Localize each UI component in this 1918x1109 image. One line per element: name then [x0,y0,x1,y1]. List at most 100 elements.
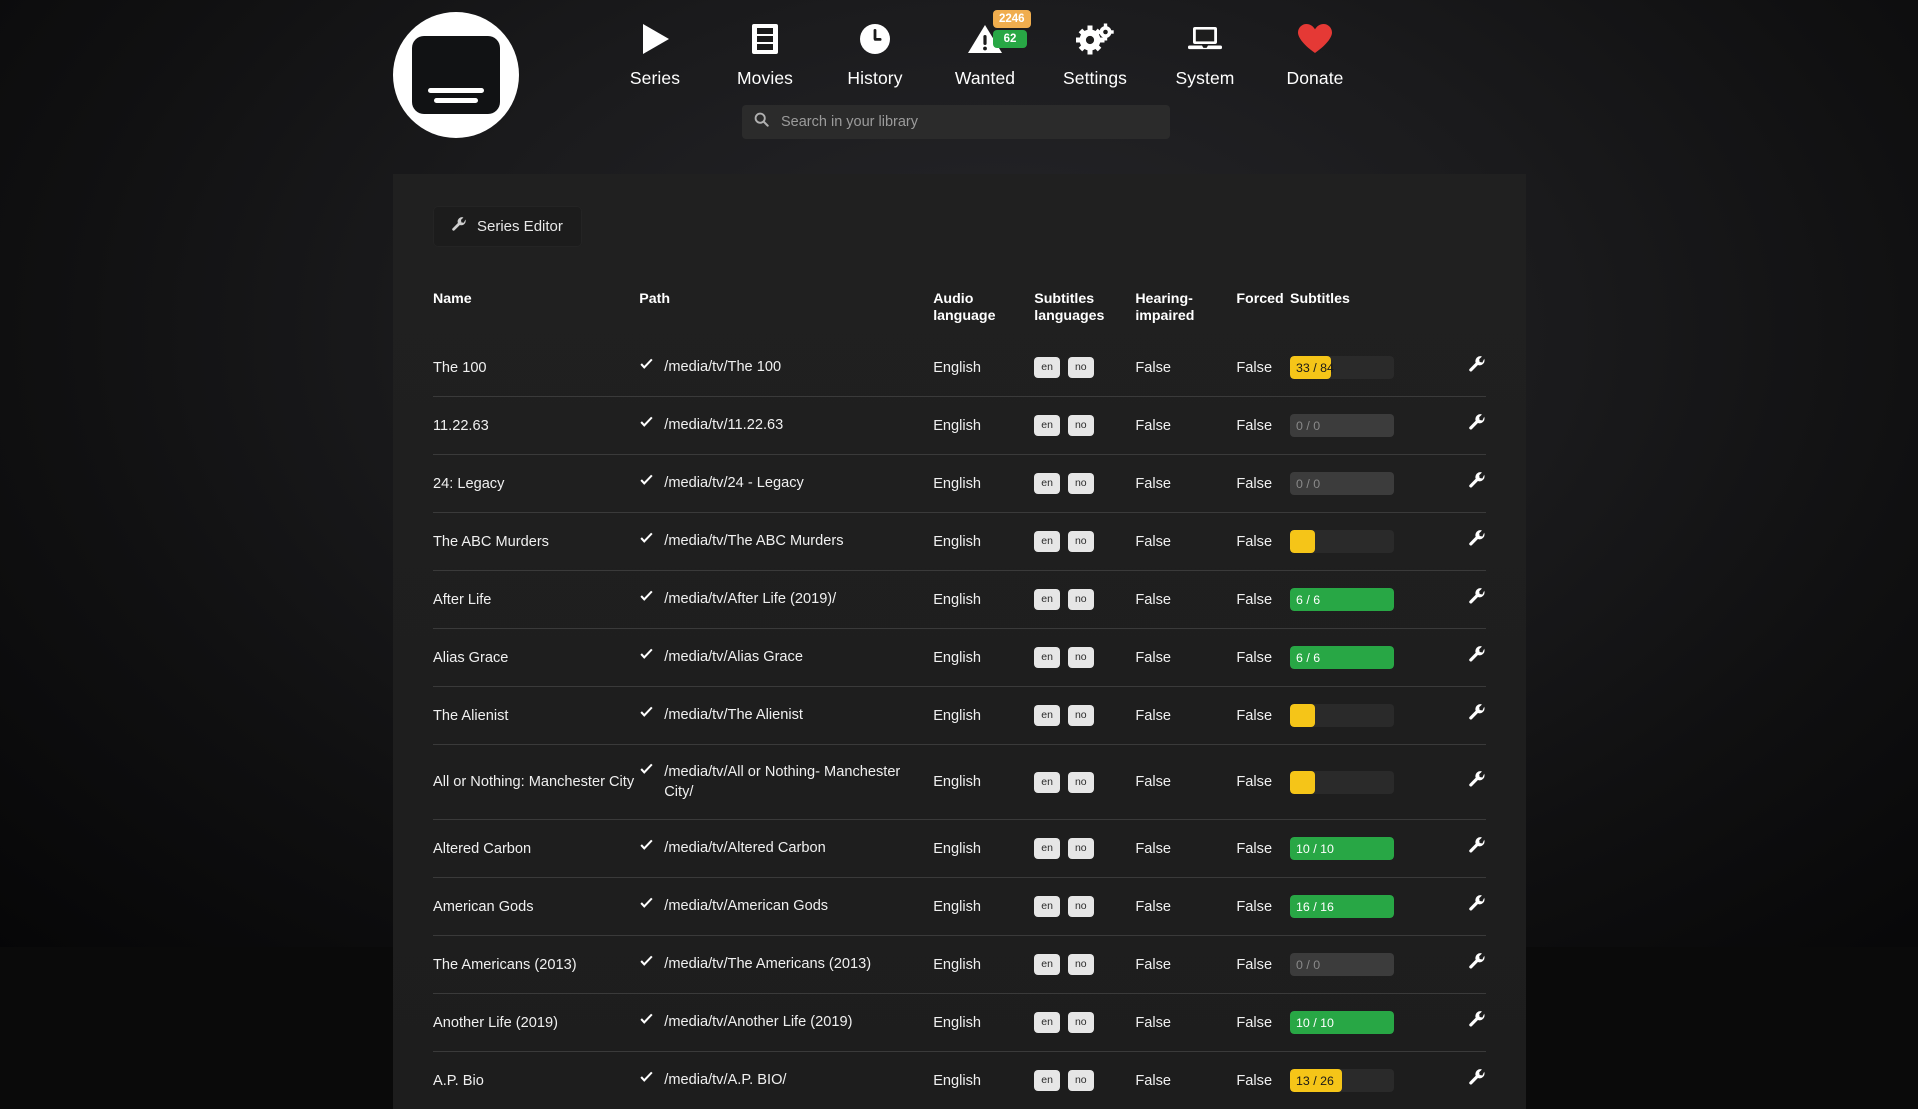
language-pill[interactable]: en [1034,531,1060,552]
subtitles-progress-label: 6 / 6 [1296,646,1320,669]
table-row[interactable]: The Americans (2013)/media/tv/The Americ… [433,936,1486,994]
language-pill[interactable]: en [1034,415,1060,436]
nav-item-donate[interactable]: Donate [1260,16,1370,89]
language-pill[interactable]: no [1068,838,1094,859]
language-pill[interactable]: en [1034,1070,1060,1091]
cell-path: /media/tv/A.P. BIO/ [639,1052,933,1109]
language-pill[interactable]: en [1034,1012,1060,1033]
column-header-audio-language: Audio language [933,291,1034,339]
cell-actions [1434,745,1486,820]
language-pill[interactable]: no [1068,954,1094,975]
cell-audio-language: English [933,878,1034,936]
row-edit-wrench-icon[interactable] [1469,771,1486,788]
series-path: /media/tv/The ABC Murders [664,531,843,551]
language-pill[interactable]: no [1068,1012,1094,1033]
logo-subtitle-line-2 [434,98,478,103]
search-bar[interactable] [742,105,1170,139]
language-pill[interactable]: en [1034,705,1060,726]
language-pill[interactable]: no [1068,473,1094,494]
cell-name: 24: Legacy [433,455,639,513]
cell-subtitles-progress [1290,745,1434,820]
row-edit-wrench-icon[interactable] [1469,646,1486,663]
language-pill[interactable]: en [1034,772,1060,793]
cell-subtitles-progress: 6 / 6 [1290,571,1434,629]
series-path: /media/tv/After Life (2019)/ [664,589,836,609]
main-nav: Series Movies [600,16,1370,89]
series-name: After Life [433,592,491,608]
language-pill[interactable]: en [1034,896,1060,917]
nav-item-movies[interactable]: Movies [710,16,820,89]
language-pill[interactable]: en [1034,473,1060,494]
subtitles-progress-label: 0 / 0 [1296,414,1320,437]
series-editor-button[interactable]: Series Editor [433,206,582,247]
nav-item-series[interactable]: Series [600,16,710,89]
language-pill[interactable]: no [1068,1070,1094,1091]
language-pill[interactable]: no [1068,647,1094,668]
nav-item-history[interactable]: History [820,16,930,89]
subtitles-progress-label: 0 / 0 [1296,953,1320,976]
row-edit-wrench-icon[interactable] [1469,953,1486,970]
language-pill[interactable]: no [1068,896,1094,917]
cell-forced: False [1236,629,1290,687]
language-pill[interactable]: no [1068,357,1094,378]
search-input[interactable] [779,113,1158,131]
table-row[interactable]: The ABC Murders/media/tv/The ABC Murders… [433,513,1486,571]
table-row[interactable]: Another Life (2019)/media/tv/Another Lif… [433,994,1486,1052]
language-pill[interactable]: no [1068,531,1094,552]
cell-actions [1434,397,1486,455]
cell-path: /media/tv/11.22.63 [639,397,933,455]
row-edit-wrench-icon[interactable] [1469,837,1486,854]
series-path: /media/tv/Alias Grace [664,647,803,667]
row-edit-wrench-icon[interactable] [1469,414,1486,431]
cell-name: 11.22.63 [433,397,639,455]
app-logo[interactable] [393,12,519,138]
row-edit-wrench-icon[interactable] [1469,704,1486,721]
table-row[interactable]: All or Nothing: Manchester City/media/tv… [433,745,1486,820]
language-pill[interactable]: no [1068,589,1094,610]
language-pill[interactable]: en [1034,838,1060,859]
row-edit-wrench-icon[interactable] [1469,1011,1486,1028]
subtitles-progress-bar: 0 / 0 [1290,953,1394,976]
language-pill[interactable]: no [1068,772,1094,793]
cell-actions [1434,339,1486,397]
cell-forced: False [1236,513,1290,571]
row-edit-wrench-icon[interactable] [1469,1069,1486,1086]
language-pill[interactable]: no [1068,415,1094,436]
cell-hearing-impaired: False [1135,455,1236,513]
check-icon [639,705,654,726]
language-pill[interactable]: no [1068,705,1094,726]
language-pill[interactable]: en [1034,357,1060,378]
language-pill[interactable]: en [1034,647,1060,668]
cell-forced: False [1236,339,1290,397]
language-pill[interactable]: en [1034,589,1060,610]
logo-subtitle-line-1 [428,88,484,93]
cell-audio-language: English [933,455,1034,513]
subtitles-progress-bar [1290,771,1394,794]
row-edit-wrench-icon[interactable] [1469,530,1486,547]
language-pill[interactable]: en [1034,954,1060,975]
row-edit-wrench-icon[interactable] [1469,472,1486,489]
nav-item-system[interactable]: System [1150,16,1260,89]
search-icon [754,112,769,132]
series-path: /media/tv/Another Life (2019) [664,1012,852,1032]
subtitles-progress-bar [1290,704,1394,727]
cell-hearing-impaired: False [1135,397,1236,455]
cell-actions [1434,936,1486,994]
subtitles-progress-bar: 33 / 84 [1290,356,1394,379]
nav-item-settings[interactable]: Settings [1040,16,1150,89]
table-row[interactable]: After Life/media/tv/After Life (2019)/En… [433,571,1486,629]
nav-item-wanted[interactable]: 2246 62 Wanted [930,16,1040,89]
row-edit-wrench-icon[interactable] [1469,356,1486,373]
row-edit-wrench-icon[interactable] [1469,895,1486,912]
row-edit-wrench-icon[interactable] [1469,588,1486,605]
cell-hearing-impaired: False [1135,513,1236,571]
